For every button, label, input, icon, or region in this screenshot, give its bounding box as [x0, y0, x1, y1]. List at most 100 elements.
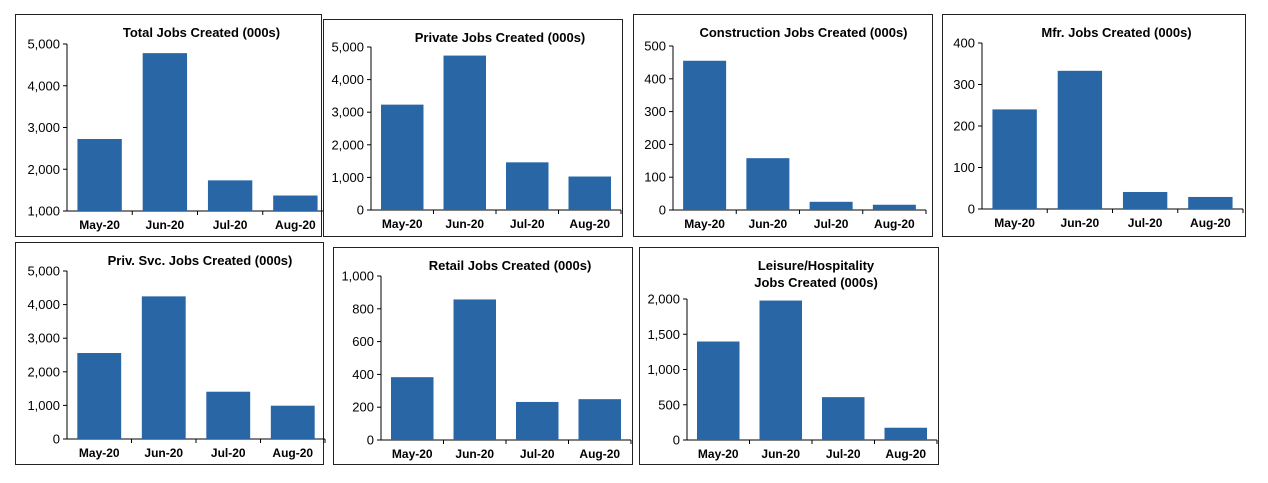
y-tick-label: 3,000: [331, 105, 364, 120]
y-tick-label: 1,000: [27, 204, 60, 219]
bar: [578, 399, 621, 440]
x-tick-label: May-20: [79, 446, 120, 460]
chart-panel: Leisure/Hospitality Jobs Created (000s) 0 5…: [639, 247, 939, 465]
bar: [506, 162, 549, 210]
bar: [381, 104, 424, 210]
y-tick-label: 4,000: [27, 78, 60, 93]
y-tick-label: 0: [357, 203, 364, 218]
y-tick-label: 1,000: [27, 398, 60, 413]
y-tick-label: 200: [352, 400, 374, 415]
bar: [206, 391, 251, 439]
x-tick-label: May-20: [698, 447, 739, 461]
bar: [697, 341, 740, 440]
chart-title: Priv. Svc. Jobs Created (000s): [108, 253, 293, 268]
y-tick-label: 0: [968, 202, 975, 217]
chart-title: Jobs Created (000s): [754, 275, 878, 290]
bar: [683, 60, 727, 211]
bar: [270, 405, 315, 439]
bar-chart: Total Jobs Created (000s) 1,000 2,000 3,000…: [27, 25, 329, 232]
bar: [443, 55, 486, 211]
y-tick-label: 300: [644, 104, 666, 119]
x-tick-label: Aug-20: [874, 217, 915, 231]
y-tick-label: 800: [352, 301, 374, 316]
bar: [77, 138, 122, 211]
y-tick-label: 5,000: [27, 264, 60, 279]
bar: [759, 300, 802, 440]
y-tick-label: 4,000: [27, 297, 60, 312]
x-tick-label: Jun-20: [144, 446, 183, 460]
x-tick-label: Aug-20: [569, 217, 610, 231]
x-tick-label: Jul-20: [1128, 216, 1163, 230]
bar: [872, 204, 916, 210]
chart-panel: Retail Jobs Created (000s) 0 200 400 600 800 1…: [333, 247, 633, 465]
bar: [273, 195, 318, 211]
x-tick-label: May-20: [994, 216, 1035, 230]
y-tick-label: 2,000: [647, 292, 680, 307]
bar: [453, 299, 496, 440]
x-tick-label: Jun-20: [749, 217, 788, 231]
y-tick-label: 0: [53, 432, 60, 447]
bar: [77, 353, 122, 439]
x-tick-label: May-20: [79, 218, 120, 232]
y-tick-label: 400: [352, 367, 374, 382]
x-tick-label: May-20: [684, 217, 725, 231]
bar-chart: Construction Jobs Created (000s) 0 100 200 3…: [644, 25, 927, 231]
y-tick-label: 4,000: [331, 72, 364, 87]
bar: [141, 296, 186, 439]
bar: [746, 158, 790, 210]
x-tick-label: Jul-20: [826, 447, 861, 461]
x-tick-label: Jun-20: [455, 447, 494, 461]
x-tick-label: Aug-20: [275, 218, 316, 232]
y-tick-label: 2,000: [27, 162, 60, 177]
y-tick-label: 1,000: [647, 362, 680, 377]
x-tick-label: Jul-20: [213, 218, 248, 232]
bar-chart: Mfr. Jobs Created (000s) 0 100 200 300 400 May…: [953, 25, 1244, 230]
y-tick-label: 100: [953, 160, 975, 175]
y-tick-label: 0: [367, 433, 374, 448]
y-tick-label: 0: [659, 203, 666, 218]
chart-title: Retail Jobs Created (000s): [429, 258, 592, 273]
x-tick-label: Jun-20: [761, 447, 800, 461]
bar-chart: Private Jobs Created (000s) 0 1,000 2,000 3,…: [331, 30, 622, 231]
bar: [142, 53, 188, 211]
x-tick-label: Aug-20: [885, 447, 926, 461]
chart-panel: Total Jobs Created (000s) 1,000 2,000 3,000…: [15, 14, 329, 237]
x-tick-label: Aug-20: [579, 447, 620, 461]
y-tick-label: 600: [352, 334, 374, 349]
bar: [1057, 70, 1103, 210]
y-tick-label: 2,000: [27, 364, 60, 379]
bar: [568, 176, 611, 210]
bar: [1188, 196, 1233, 209]
y-tick-label: 1,000: [341, 269, 374, 284]
chart-panel: Private Jobs Created (000s) 0 1,000 2,000 3,…: [323, 19, 623, 237]
bar-chart: Leisure/Hospitality Jobs Created (000s) 0 5…: [647, 258, 938, 461]
y-tick-label: 500: [644, 39, 666, 54]
chart-title: Leisure/Hospitality: [758, 258, 875, 273]
x-tick-label: Aug-20: [272, 446, 313, 460]
y-tick-label: 200: [953, 119, 975, 134]
bar: [516, 401, 559, 440]
x-tick-label: May-20: [382, 217, 423, 231]
y-tick-label: 5,000: [27, 37, 60, 52]
chart-panel: Construction Jobs Created (000s) 0 100 200 3…: [633, 14, 933, 237]
x-tick-label: Jun-20: [445, 217, 484, 231]
chart-title: Mfr. Jobs Created (000s): [1041, 25, 1191, 40]
y-tick-label: 1,500: [647, 327, 680, 342]
chart-panel: Priv. Svc. Jobs Created (000s) 0 1,000 2,00…: [15, 242, 326, 465]
y-tick-label: 1,000: [331, 170, 364, 185]
chart-panel: Mfr. Jobs Created (000s) 0 100 200 300 400 May…: [942, 14, 1246, 237]
y-tick-label: 3,000: [27, 120, 60, 135]
bar: [207, 180, 253, 211]
y-tick-label: 100: [644, 170, 666, 185]
y-tick-label: 5,000: [331, 40, 364, 55]
chart-title: Private Jobs Created (000s): [415, 30, 586, 45]
y-tick-label: 300: [953, 77, 975, 92]
bar: [809, 201, 853, 210]
y-tick-label: 2,000: [331, 137, 364, 152]
bar: [391, 377, 434, 440]
y-tick-label: 500: [658, 397, 680, 412]
bar-chart: Priv. Svc. Jobs Created (000s) 0 1,000 2,00…: [27, 253, 326, 460]
x-tick-label: Jul-20: [814, 217, 849, 231]
x-tick-label: Jul-20: [520, 447, 555, 461]
bar-chart: Retail Jobs Created (000s) 0 200 400 600 800 1…: [341, 258, 632, 461]
